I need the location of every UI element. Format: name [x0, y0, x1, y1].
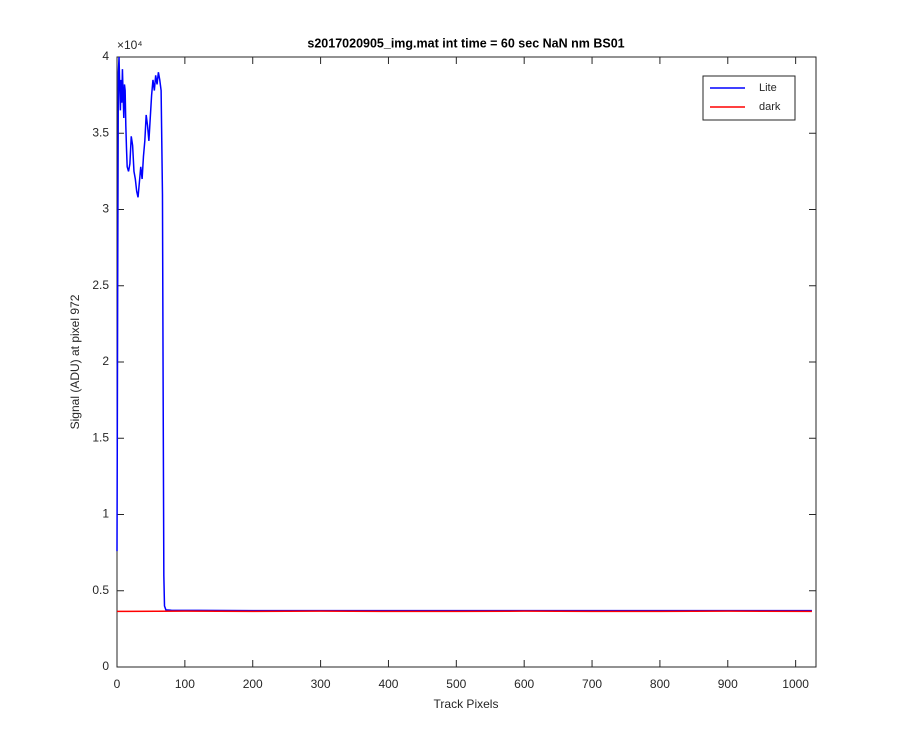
x-tick-label: 300	[311, 677, 331, 691]
x-tick-label: 700	[582, 677, 602, 691]
y-tick-label: 0.5	[92, 583, 109, 597]
y-tick-label: 2.5	[92, 278, 109, 292]
x-tick-label: 600	[514, 677, 534, 691]
y-exponent-label: ×10⁴	[117, 38, 143, 52]
x-tick-label: 1000	[782, 677, 809, 691]
axes-box	[116, 56, 817, 668]
chart-title: s2017020905_img.mat int time = 60 sec Na…	[307, 36, 624, 50]
y-tick-label: 0	[102, 659, 109, 673]
x-tick-label: 200	[243, 677, 263, 691]
x-tick-label: 400	[378, 677, 398, 691]
legend-label: dark	[759, 101, 781, 113]
x-tick-label: 100	[175, 677, 195, 691]
y-tick-label: 4	[102, 49, 109, 63]
x-tick-label: 0	[114, 677, 121, 691]
series-line	[116, 56, 812, 612]
x-axis-label: Track Pixels	[434, 697, 499, 711]
y-tick-label: 3	[102, 202, 109, 216]
legend-box	[702, 75, 796, 121]
y-tick-label: 1.5	[92, 430, 109, 444]
x-tick-label: 900	[718, 677, 738, 691]
y-axis-label: Signal (ADU) at pixel 972	[68, 294, 82, 429]
y-tick-label: 3.5	[92, 125, 109, 139]
y-tick-label: 1	[102, 507, 109, 521]
y-tick-label: 2	[102, 354, 109, 368]
legend-label: Lite	[759, 82, 777, 94]
x-tick-label: 800	[650, 677, 670, 691]
x-tick-label: 500	[446, 677, 466, 691]
